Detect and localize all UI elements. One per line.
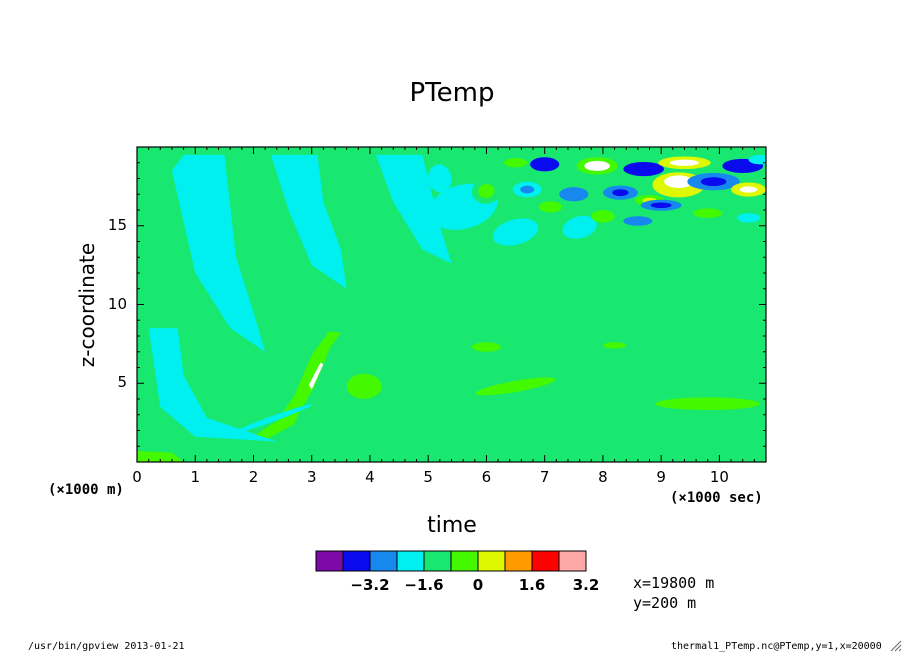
x-tick-label: 8 <box>598 468 608 486</box>
field-region-cyan-patch-c <box>562 215 597 239</box>
field-region-thermal-plume-core <box>308 362 324 390</box>
field-region-blue-row-g-core <box>612 189 629 197</box>
x-tick-label: 10 <box>709 468 729 486</box>
footer-command: /usr/bin/gpview 2013-01-21 <box>28 641 185 652</box>
x-tick-label: 0 <box>132 468 142 486</box>
colorbar-swatch <box>450 550 479 572</box>
colorbar-tick-label: −1.6 <box>404 576 444 594</box>
field-region-warm-row-f <box>591 210 615 223</box>
x-axis-unit-label: (×1000 sec) <box>670 490 763 506</box>
x-axis-label: time <box>427 513 477 538</box>
field-region-blue-row-r <box>736 213 761 223</box>
field-region-blue-blob-a <box>428 164 452 193</box>
field-region-cool-band-b <box>270 154 347 289</box>
field-region-lower-warm-layer <box>247 301 766 450</box>
colorbar-tick-label: 0 <box>472 576 484 594</box>
colorbar-tick-label: −3.2 <box>350 576 390 594</box>
field-region-warm-row-k-core <box>664 175 694 188</box>
x-tick-label: 9 <box>656 468 666 486</box>
chart-title: PTemp <box>409 78 495 108</box>
colorbar-swatch <box>423 550 452 572</box>
colorbar-swatch <box>396 550 425 572</box>
field-region-warm-row-p-core <box>739 186 758 193</box>
y-axis-unit-label: (×1000 m) <box>48 482 124 498</box>
field-region-cool-band-d <box>148 328 277 442</box>
y-tick-label: 15 <box>107 215 127 234</box>
field-region-cool-band-c <box>375 154 452 264</box>
field-region-warm-blob-a <box>346 373 382 399</box>
colorbar-swatch <box>342 550 371 572</box>
field-region-warm-row-q <box>693 208 723 218</box>
x-tick-label: 4 <box>365 468 375 486</box>
y-tick-label: 10 <box>107 294 127 313</box>
x-tick-label: 5 <box>423 468 433 486</box>
field-region-cyan-row-s <box>748 154 766 165</box>
field-region-warm-row-l-core <box>669 159 700 166</box>
colorbar-tick-label: 1.6 <box>518 576 546 594</box>
field-region-blue-row-j <box>623 216 653 226</box>
field-region-cyan-patch-b <box>492 218 539 246</box>
colorbar-tick-label: 3.2 <box>572 576 600 594</box>
field-region-mag-row-c-core <box>538 161 551 168</box>
field-region-mag-row-h-core <box>633 165 655 173</box>
field-region-warm-row-b1 <box>503 158 528 168</box>
field-region-blue-row-n-core <box>700 177 727 187</box>
x-tick-label: 1 <box>190 468 200 486</box>
field-region-warm-blob-e <box>602 342 627 349</box>
field-region-warm-row-c <box>538 201 563 213</box>
x-tick-label: 2 <box>248 468 259 486</box>
x-tick-label: 6 <box>481 468 492 486</box>
field-region-blue-row-d <box>559 187 589 202</box>
field-region-blue-row-b-core <box>520 185 535 194</box>
field-region-cool-streak-low <box>229 404 313 435</box>
resize-grip-icon[interactable] <box>890 640 902 652</box>
field-region-warm-blob-b <box>475 377 556 396</box>
colorbar-swatch <box>477 550 506 572</box>
field-region-warm-row-e-core <box>584 160 610 171</box>
field-region-warm-blob-c <box>471 342 502 352</box>
colorbar-swatch <box>558 550 587 572</box>
field-region-blue-row-m-core <box>650 202 672 209</box>
y-tick-label: 5 <box>117 373 127 392</box>
slice-info-x: x=19800 m <box>633 574 715 592</box>
x-tick-label: 7 <box>539 468 550 486</box>
field-region-warm-row-a2 <box>478 183 495 199</box>
footer-source: thermal1_PTemp.nc@PTemp,y=1,x=20000 <box>671 641 882 652</box>
colorbar-swatch <box>369 550 398 572</box>
field-region-thermal-plume-mid <box>294 339 333 412</box>
field-region-warm-blob-d-core <box>690 404 749 410</box>
colorbar-swatch <box>315 550 344 572</box>
field-region-cool-band-a <box>171 154 266 352</box>
colorbar-swatch <box>531 550 560 572</box>
colorbar-swatch <box>504 550 533 572</box>
x-tick-label: 3 <box>306 468 317 486</box>
slice-info-y: y=200 m <box>633 594 697 612</box>
